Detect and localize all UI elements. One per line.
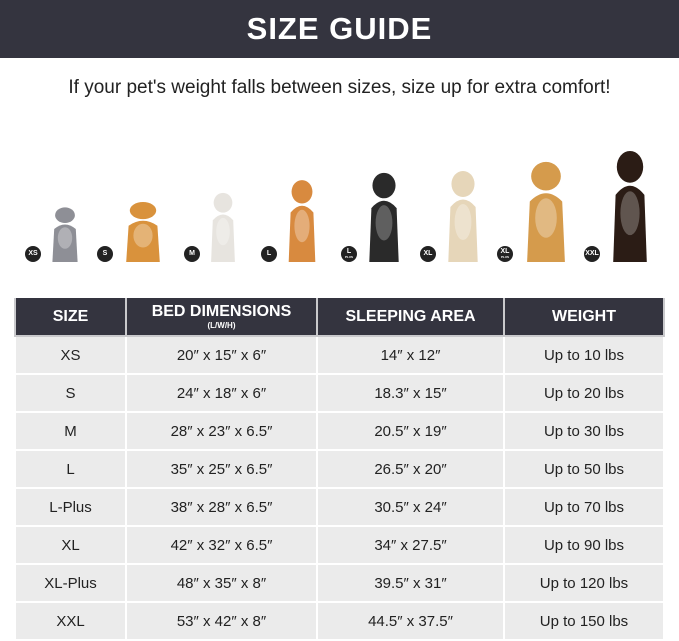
header-bed-sub: (L/W/H) — [207, 321, 236, 330]
table-row: L 35″ x 25″ x 6.5″ 26.5″ x 20″ Up to 50 lbs — [14, 449, 665, 489]
size-badge: XL — [420, 246, 436, 262]
cat-icon — [47, 202, 83, 262]
weight-cell: Up to 120 lbs — [503, 563, 665, 603]
table-header-row: SIZE BED DIMENSIONS (L/W/H) SLEEPING AREA… — [14, 298, 665, 337]
size-badge: L PLUS — [341, 246, 357, 262]
size-cell: XXL — [14, 601, 127, 641]
sleeping-area-cell: 44.5″ x 37.5″ — [316, 601, 505, 641]
header-sleeping-area: SLEEPING AREA — [316, 298, 505, 337]
size-table: SIZE BED DIMENSIONS (L/W/H) SLEEPING AREA… — [14, 298, 665, 641]
table-row: S 24″ x 18″ x 6″ 18.3″ x 15″ Up to 20 lbs — [14, 373, 665, 413]
size-cell: M — [14, 411, 127, 451]
bed-dimensions-cell: 42″ x 32″ x 6.5″ — [125, 525, 318, 565]
doberman-icon — [606, 140, 654, 262]
size-badge: L — [261, 246, 277, 262]
labrador-icon — [442, 162, 484, 262]
golden-retriever-icon — [519, 152, 573, 262]
size-badge: XL PLUS — [497, 246, 513, 262]
header-bed-dimensions: BED DIMENSIONS (L/W/H) — [125, 298, 318, 337]
badge-plus: PLUS — [500, 255, 509, 259]
bed-dimensions-cell: 53″ x 42″ x 8″ — [125, 601, 318, 641]
size-cell: S — [14, 373, 127, 413]
size-badge: S — [97, 246, 113, 262]
bed-dimensions-cell: 24″ x 18″ x 6″ — [125, 373, 318, 413]
shiba-inu-icon — [283, 172, 321, 262]
badge-plus: PLUS — [344, 255, 353, 259]
badge-label: L — [266, 250, 272, 257]
sleeping-area-cell: 39.5″ x 31″ — [316, 563, 505, 603]
badge-label: M — [189, 250, 195, 257]
badge-label: XL — [423, 250, 433, 257]
sleeping-area-cell: 20.5″ x 19″ — [316, 411, 505, 451]
sleeping-area-cell: 18.3″ x 15″ — [316, 373, 505, 413]
header-bed-label: BED DIMENSIONS — [151, 303, 292, 320]
weight-cell: Up to 150 lbs — [503, 601, 665, 641]
pet-size-illustrations: XS S M L L PLUS XL XL PLUS XXL — [0, 130, 679, 270]
weight-cell: Up to 30 lbs — [503, 411, 665, 451]
table-row: XXL 53″ x 42″ x 8″ 44.5″ x 37.5″ Up to 150 … — [14, 601, 665, 641]
table-row: M 28″ x 23″ x 6.5″ 20.5″ x 19″ Up to 30 lbs — [14, 411, 665, 451]
bed-dimensions-cell: 28″ x 23″ x 6.5″ — [125, 411, 318, 451]
bed-dimensions-cell: 38″ x 28″ x 6.5″ — [125, 487, 318, 527]
size-cell: XL — [14, 525, 127, 565]
badge-label: XL — [500, 248, 510, 255]
subtitle: If your pet's weight falls between sizes… — [68, 77, 611, 98]
badge-label: S — [102, 250, 108, 257]
size-cell: XL-Plus — [14, 563, 127, 603]
sleeping-area-cell: 34″ x 27.5″ — [316, 525, 505, 565]
pomeranian-icon — [119, 196, 167, 262]
weight-cell: Up to 90 lbs — [503, 525, 665, 565]
bed-dimensions-cell: 35″ x 25″ x 6.5″ — [125, 449, 318, 489]
bed-dimensions-cell: 20″ x 15″ x 6″ — [125, 335, 318, 375]
sleeping-area-cell: 14″ x 12″ — [316, 335, 505, 375]
badge-label: XS — [28, 250, 38, 257]
size-badge: XXL — [584, 246, 600, 262]
table-row: L-Plus 38″ x 28″ x 6.5″ 30.5″ x 24″ Up to 7… — [14, 487, 665, 527]
size-cell: L — [14, 449, 127, 489]
table-row: XL 42″ x 32″ x 6.5″ 34″ x 27.5″ Up to 90 lb… — [14, 525, 665, 565]
size-cell: L-Plus — [14, 487, 127, 527]
size-badge: M — [184, 246, 200, 262]
weight-cell: Up to 70 lbs — [503, 487, 665, 527]
weight-cell: Up to 20 lbs — [503, 373, 665, 413]
sleeping-area-cell: 30.5″ x 24″ — [316, 487, 505, 527]
table-row: XS 20″ x 15″ x 6″ 14″ x 12″ Up to 10 lbs — [14, 335, 665, 375]
weight-cell: Up to 50 lbs — [503, 449, 665, 489]
weight-cell: Up to 10 lbs — [503, 335, 665, 375]
border-collie-icon — [363, 164, 405, 262]
header-size: SIZE — [14, 298, 127, 337]
table-row: XL-Plus 48″ x 35″ x 8″ 39.5″ x 31″ Up to 12… — [14, 563, 665, 603]
bed-dimensions-cell: 48″ x 35″ x 8″ — [125, 563, 318, 603]
badge-label: XXL — [585, 250, 599, 257]
page-title: SIZE GUIDE — [0, 0, 679, 58]
french-bulldog-icon — [206, 186, 240, 262]
size-cell: XS — [14, 335, 127, 375]
badge-label: L — [346, 248, 352, 255]
header-weight: WEIGHT — [503, 298, 665, 337]
sleeping-area-cell: 26.5″ x 20″ — [316, 449, 505, 489]
size-badge: XS — [25, 246, 41, 262]
